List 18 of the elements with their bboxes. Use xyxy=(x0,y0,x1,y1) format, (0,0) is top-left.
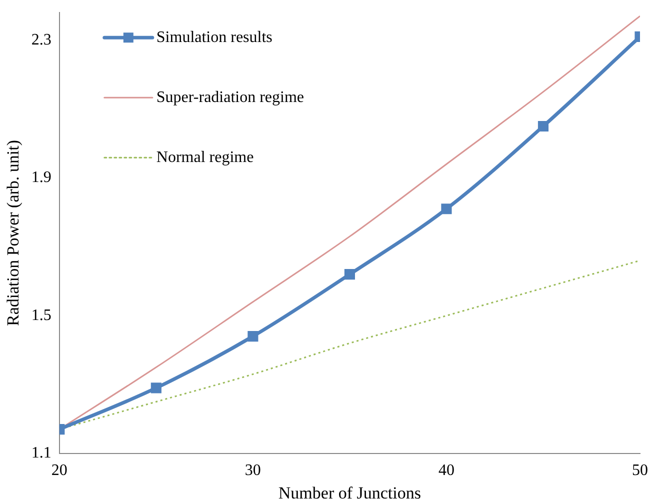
point xyxy=(441,204,452,214)
y-tick-label: 1.1 xyxy=(31,444,52,462)
legend-label: Simulation results xyxy=(156,28,272,46)
point xyxy=(344,269,355,280)
x-tick-label: 50 xyxy=(632,462,648,480)
x-tick-label: 20 xyxy=(51,462,68,480)
y-tick-label: 1.9 xyxy=(31,169,52,186)
y-axis-title: Radiation Power (arb. unit) xyxy=(4,140,23,326)
point xyxy=(150,382,162,394)
legend-label: Normal regime xyxy=(156,148,254,166)
x-tick-label: 40 xyxy=(438,462,454,480)
y-tick-label: 1.5 xyxy=(31,306,52,324)
point xyxy=(538,120,549,132)
legend-label: Super-radiation regime xyxy=(156,88,304,106)
point xyxy=(248,331,258,342)
y-tick-label: 2.3 xyxy=(31,31,52,48)
x-axis-title: Number of Junctions xyxy=(278,483,421,502)
x-tick-label: 30 xyxy=(244,462,261,480)
